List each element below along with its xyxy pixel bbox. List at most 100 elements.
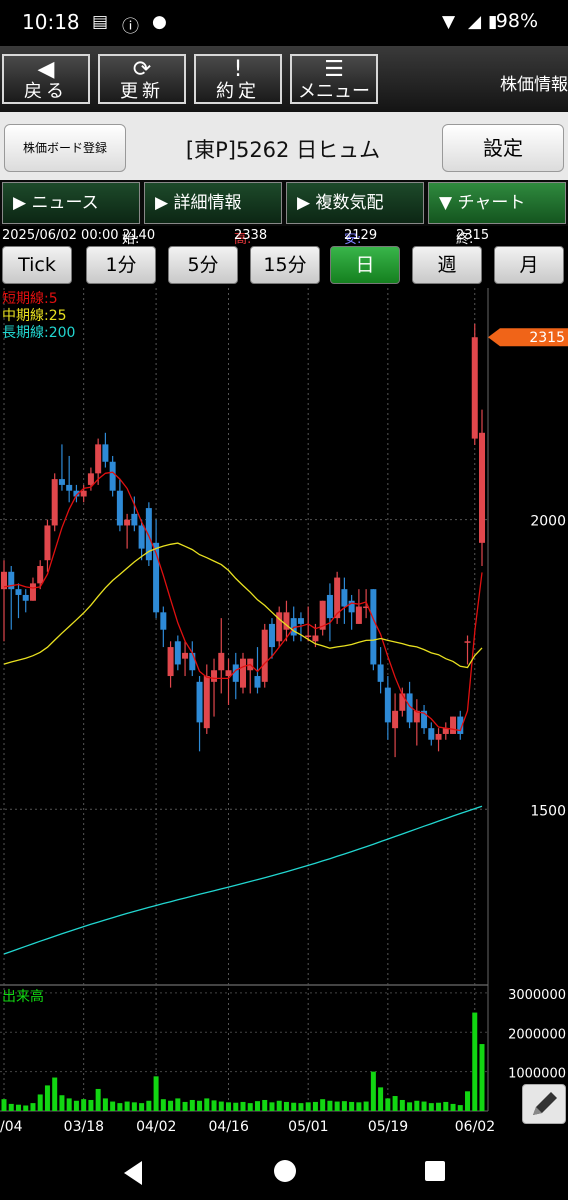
candle-body xyxy=(232,664,239,682)
period-selector: Tick 1分 5分 15分 日 週 月 xyxy=(0,244,568,288)
candle-body xyxy=(153,542,160,613)
volume-bar xyxy=(349,1101,355,1111)
back-button[interactable]: ◀ 戻る xyxy=(2,54,90,104)
volume-bar xyxy=(399,1099,405,1111)
date-tick-label: 04/16 xyxy=(209,1119,249,1135)
candle-body xyxy=(203,676,210,729)
candle-body xyxy=(211,670,218,682)
price-tick-label: 1500 xyxy=(530,803,566,819)
candle-body xyxy=(29,583,36,601)
candle-body xyxy=(116,490,123,526)
candle-body xyxy=(254,676,261,688)
date-tick-label: 05/19 xyxy=(368,1119,408,1135)
recents-nav-icon[interactable] xyxy=(420,1156,450,1186)
period-1min[interactable]: 1分 xyxy=(86,246,156,284)
volume-bar xyxy=(81,1099,87,1111)
tab-depth[interactable]: ▶ 複数気配 xyxy=(286,182,424,224)
candle-body xyxy=(145,508,152,561)
volume-bar xyxy=(465,1091,471,1111)
battery-level: 98% xyxy=(495,10,538,32)
volume-bar xyxy=(160,1099,166,1111)
candle-body xyxy=(1,571,7,590)
long-ma-line xyxy=(3,805,483,955)
tab-news[interactable]: ▶ ニュース xyxy=(2,182,140,224)
back-arrow-icon: ◀ xyxy=(37,57,55,82)
volume-bar xyxy=(182,1101,188,1111)
candle-body xyxy=(399,693,406,711)
back-label: 戻る xyxy=(24,81,68,102)
mid-ma-line xyxy=(3,542,483,669)
candle-body xyxy=(348,600,355,613)
volume-bar xyxy=(436,1102,442,1111)
volume-bar xyxy=(52,1077,58,1111)
candlestick-chart[interactable]: 2000 1500 3000000 2000000 1000000/04 03/18 04/… xyxy=(0,288,568,1148)
tab-chart[interactable]: ▼ チャート xyxy=(428,182,566,224)
candle-body xyxy=(457,716,464,734)
tab-arrow-icon: ▶ xyxy=(297,193,316,213)
period-month[interactable]: 月 xyxy=(494,246,564,284)
volume-bar xyxy=(73,1100,79,1111)
candle-body xyxy=(479,432,485,543)
home-nav-icon[interactable] xyxy=(270,1156,300,1186)
draw-button[interactable] xyxy=(522,1084,566,1124)
period-tick[interactable]: Tick xyxy=(2,246,72,284)
candle-body xyxy=(44,525,51,561)
battery-icon: ▮ xyxy=(488,12,498,32)
add-to-board-button[interactable]: 株価ボード登録 xyxy=(4,124,126,172)
volume-tick-label: 3000000 xyxy=(508,988,566,1003)
date-tick-label: 04/02 xyxy=(136,1119,176,1135)
tab-details[interactable]: ▶ 詳細情報 xyxy=(144,182,282,224)
refresh-button[interactable]: ⟳ 更新 xyxy=(98,54,186,104)
menu-icon: ☰ xyxy=(324,57,344,82)
volume-bar xyxy=(247,1103,253,1111)
ohlc-date: 2025/06/02 00:00 xyxy=(2,228,119,243)
period-day[interactable]: 日 xyxy=(330,246,400,284)
candle-body xyxy=(312,635,319,642)
menu-button[interactable]: ☰ メニュー xyxy=(290,54,378,104)
period-15min[interactable]: 15分 xyxy=(250,246,320,284)
settings-button[interactable]: 設定 xyxy=(442,124,564,172)
candle-body xyxy=(51,479,58,526)
volume-bar xyxy=(305,1102,311,1111)
short-ma-line xyxy=(3,471,483,732)
candle-body xyxy=(80,490,87,497)
volume-bar xyxy=(276,1100,282,1111)
last-price-label: 2315 xyxy=(529,330,565,346)
candle-body xyxy=(182,652,189,659)
tab-label: 詳細情報 xyxy=(173,193,242,213)
volume-bar xyxy=(414,1100,420,1111)
executions-button[interactable]: ! 約定 xyxy=(194,54,282,104)
candle-body xyxy=(370,589,377,665)
volume-bar xyxy=(102,1098,108,1111)
back-nav-icon[interactable] xyxy=(118,1158,148,1188)
period-week[interactable]: 週 xyxy=(412,246,482,284)
candle-body xyxy=(384,687,391,723)
legend-mid-ma: 中期線:25 xyxy=(2,308,67,324)
volume-bar xyxy=(443,1101,449,1111)
candle-body xyxy=(58,479,65,485)
volume-bar xyxy=(378,1087,384,1111)
tab-label: ニュース xyxy=(31,193,99,213)
volume-bar xyxy=(392,1096,398,1111)
period-5min[interactable]: 5分 xyxy=(168,246,238,284)
pencil-icon xyxy=(533,1092,557,1115)
volume-bar xyxy=(44,1085,50,1111)
volume-bar xyxy=(472,1012,478,1111)
candle-body xyxy=(87,473,94,485)
volume-bar xyxy=(327,1100,333,1111)
volume-bar xyxy=(88,1099,94,1111)
candle-body xyxy=(73,490,80,497)
candle-body xyxy=(413,710,420,723)
sports-icon: ● xyxy=(152,12,167,32)
legend-long-ma: 長期線:200 xyxy=(2,325,76,341)
volume-bar xyxy=(204,1098,210,1111)
tab-row: ▶ ニュース ▶ 詳細情報 ▶ 複数気配 ▼ チャート xyxy=(0,180,568,226)
candle-body xyxy=(240,658,246,688)
date-tick-label: 03/18 xyxy=(64,1119,104,1135)
volume-bar xyxy=(254,1101,260,1111)
volume-bar xyxy=(1,1099,7,1111)
volume-bar xyxy=(298,1103,304,1111)
volume-bar xyxy=(168,1100,174,1111)
tab-arrow-icon: ▶ xyxy=(13,193,32,213)
tab-arrow-icon: ▶ xyxy=(155,193,174,213)
